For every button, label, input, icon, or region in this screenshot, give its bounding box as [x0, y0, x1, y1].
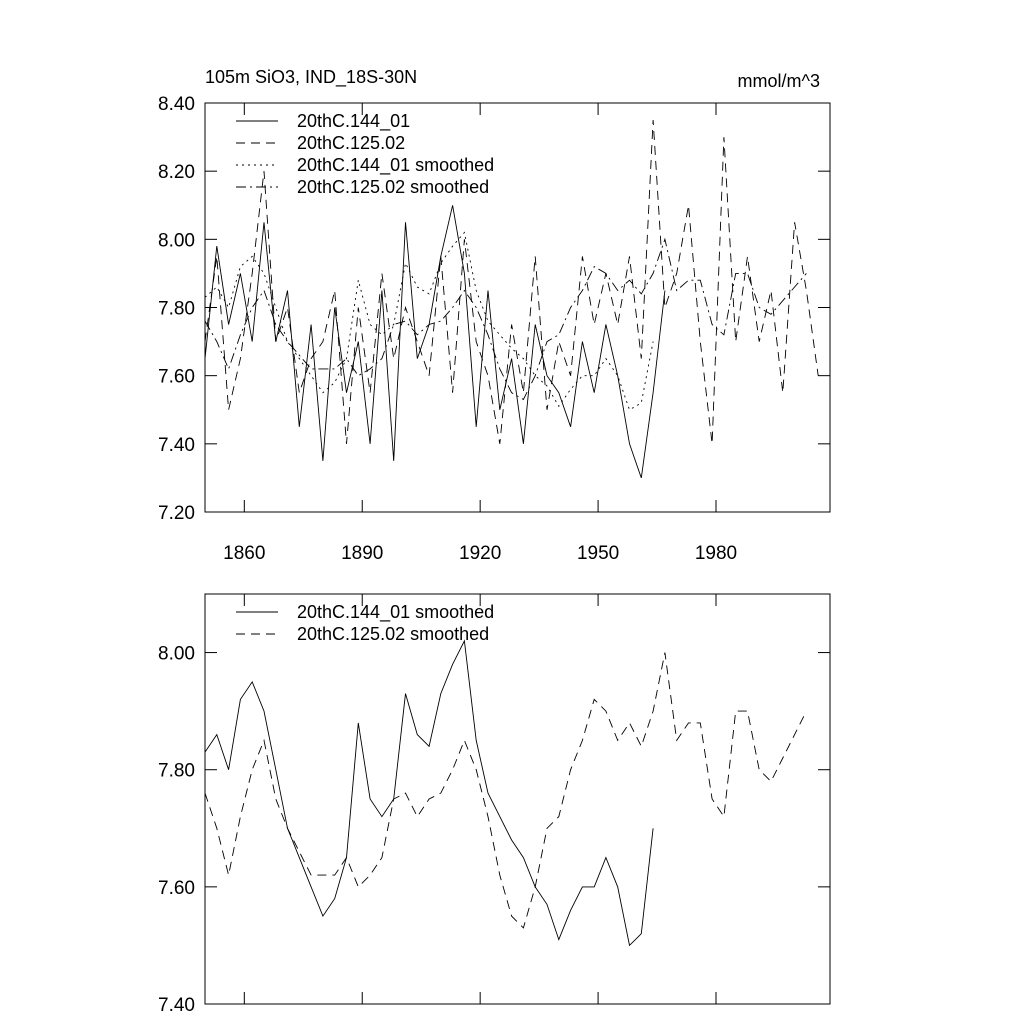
units-label: mmol/m^3	[738, 71, 820, 91]
y-tick-label: 8.00	[158, 644, 195, 665]
legend-label: 20thC.144_01	[297, 111, 410, 132]
chart-title: 105m SiO3, IND_18S-30N	[205, 67, 417, 88]
legend-label: 20thC.125.02 smoothed	[297, 177, 489, 197]
x-tick-label: 1950	[577, 543, 619, 564]
y-tick-label: 7.20	[158, 503, 195, 524]
y-tick-label: 8.00	[158, 230, 195, 251]
legend-label: 20thC.125.02 smoothed	[297, 624, 489, 644]
y-tick-label: 7.80	[158, 761, 195, 782]
x-tick-label: 1980	[695, 543, 737, 564]
series-line	[204, 119, 819, 444]
y-tick-label: 7.40	[158, 995, 195, 1016]
y-tick-label: 7.40	[158, 435, 195, 456]
series-line	[204, 205, 666, 479]
legend-label: 20thC.144_01 smoothed	[297, 602, 494, 623]
y-tick-label: 7.60	[158, 367, 195, 388]
series-line	[204, 639, 654, 947]
x-tick-label: 1860	[223, 543, 265, 564]
series-line	[204, 237, 807, 401]
legend-label: 20thC.144_01 smoothed	[297, 155, 494, 176]
y-tick-label: 7.80	[158, 299, 195, 320]
y-tick-label: 8.20	[158, 162, 195, 183]
x-tick-label: 1890	[341, 543, 383, 564]
plot-frame	[204, 593, 831, 1005]
series-line	[204, 652, 807, 929]
x-tick-label: 1920	[459, 543, 501, 564]
y-tick-label: 7.60	[158, 878, 195, 899]
legend-label: 20thC.125.02	[297, 133, 405, 153]
y-tick-label: 8.40	[158, 94, 195, 115]
series-line	[204, 231, 654, 411]
